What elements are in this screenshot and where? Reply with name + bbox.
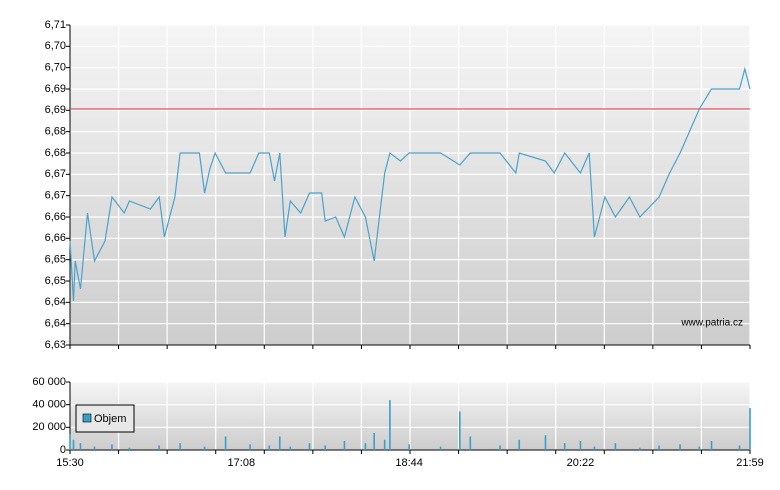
volume-bar	[343, 440, 346, 450]
volume-bar	[158, 445, 160, 450]
volume-bar	[563, 443, 566, 450]
volume-bar	[639, 447, 641, 450]
volume-bar	[79, 443, 82, 450]
volume-bar	[698, 446, 701, 450]
y-tick-label: 6,66	[45, 232, 66, 244]
y-tick-label: 6,64	[45, 318, 66, 330]
volume-bar	[499, 445, 501, 450]
volume-bar	[439, 446, 442, 450]
volume-bar	[749, 408, 751, 450]
x-tick-label: 20:22	[567, 457, 595, 469]
y-tick-label: 60 000	[32, 376, 66, 388]
legend-label: Objem	[94, 413, 126, 425]
y-tick-label: 6,68	[45, 126, 66, 138]
volume-bar	[408, 444, 410, 450]
volume-bar	[459, 411, 461, 450]
volume-bar	[710, 440, 713, 450]
volume-bar	[544, 435, 547, 450]
y-tick-label: 6,67	[45, 168, 66, 180]
y-tick-label: 6,65	[45, 254, 66, 266]
x-tick-label: 18:44	[395, 457, 423, 469]
volume-bar	[324, 445, 327, 450]
volume-bar	[364, 443, 367, 450]
volume-bar	[614, 443, 617, 450]
volume-bar	[308, 443, 311, 450]
volume-bar	[469, 436, 472, 450]
y-tick-label: 6,66	[45, 211, 66, 223]
y-tick-label: 6,69	[45, 104, 66, 116]
volume-bar	[72, 439, 75, 450]
volume-bar	[389, 400, 391, 450]
y-tick-label: 6,65	[45, 275, 66, 287]
volume-bar	[738, 445, 741, 450]
volume-bar	[593, 446, 596, 450]
volume-bar	[203, 446, 206, 450]
volume-bar	[518, 439, 521, 450]
volume-bar	[179, 443, 181, 450]
volume-bar	[579, 440, 582, 450]
volume-bar	[224, 436, 227, 450]
watermark: www.patria.cz	[680, 318, 743, 329]
y-tick-label: 6,70	[45, 40, 66, 52]
y-tick-label: 6,70	[45, 62, 66, 74]
legend-swatch	[82, 413, 92, 423]
volume-bar	[249, 444, 251, 450]
y-tick-label: 6,71	[45, 19, 66, 31]
volume-bar	[69, 434, 71, 450]
y-tick-label: 6,67	[45, 190, 66, 202]
x-tick-label: 21:59	[736, 457, 764, 469]
price-line	[69, 66, 751, 302]
volume-bar	[373, 433, 375, 450]
volume-bar	[679, 444, 681, 450]
volume-bar	[278, 436, 281, 450]
volume-bar	[93, 446, 96, 450]
volume-bar	[658, 445, 660, 450]
legend: Objem	[75, 404, 135, 433]
y-tick-label: 40 000	[32, 399, 66, 411]
x-tick-label: 15:30	[56, 457, 84, 469]
volume-bar	[128, 447, 131, 450]
y-tick-label: 6,69	[45, 83, 66, 95]
y-tick-label: 0	[60, 444, 66, 456]
volume-bar	[268, 445, 271, 450]
x-tick-label: 17:08	[228, 457, 256, 469]
y-tick-label: 20 000	[32, 421, 66, 433]
volume-bar	[383, 439, 386, 450]
y-tick-label: 6,64	[45, 296, 66, 308]
volume-bar	[111, 444, 113, 450]
volume-bar	[289, 446, 292, 450]
y-tick-label: 6,63	[45, 339, 66, 351]
y-tick-label: 6,68	[45, 147, 66, 159]
